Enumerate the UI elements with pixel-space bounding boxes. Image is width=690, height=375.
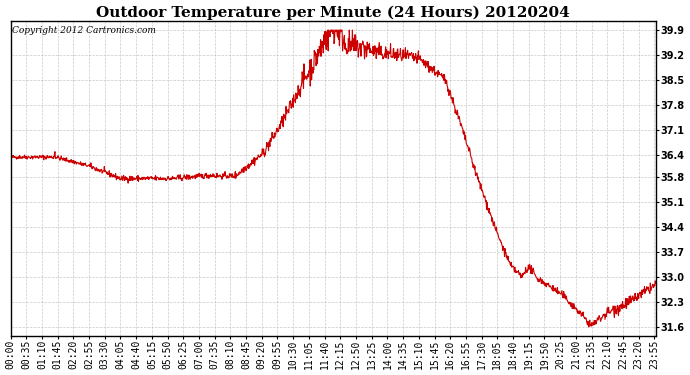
Text: Copyright 2012 Cartronics.com: Copyright 2012 Cartronics.com [12,26,156,35]
Title: Outdoor Temperature per Minute (24 Hours) 20120204: Outdoor Temperature per Minute (24 Hours… [97,6,570,20]
